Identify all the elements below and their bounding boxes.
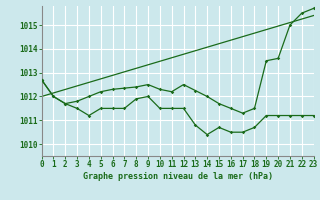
X-axis label: Graphe pression niveau de la mer (hPa): Graphe pression niveau de la mer (hPa) [83,172,273,181]
